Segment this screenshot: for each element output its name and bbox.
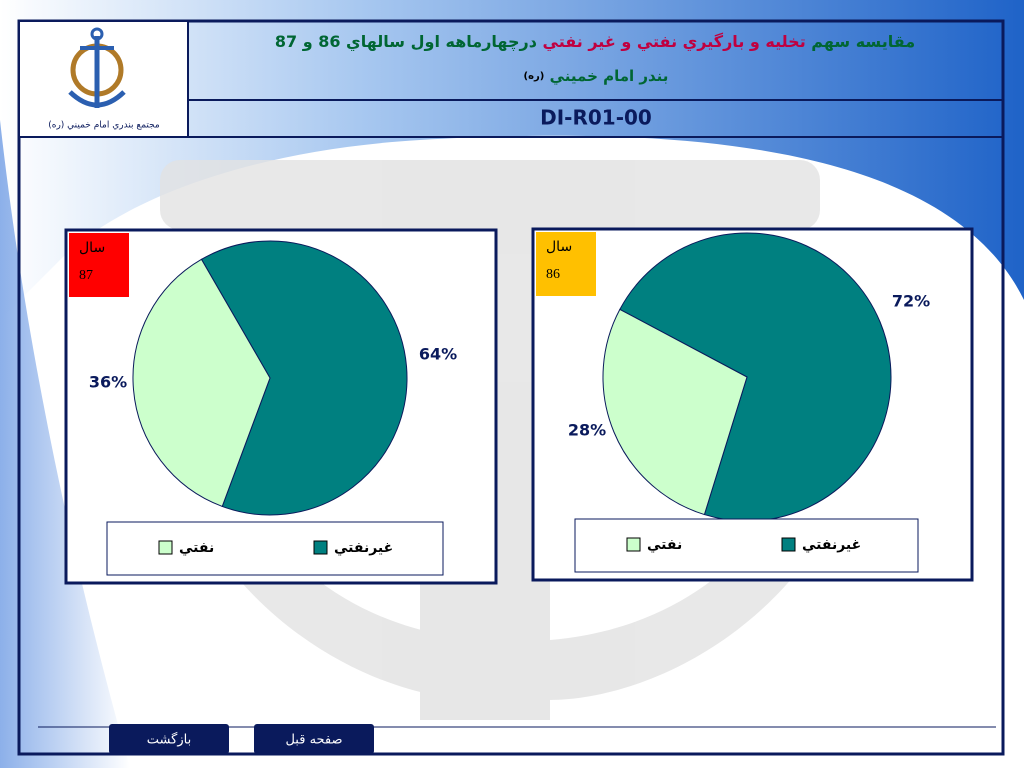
legend-label: نفتي xyxy=(179,540,214,556)
pie-slice xyxy=(132,258,271,508)
swoosh xyxy=(0,0,1024,320)
legend-label: نفتي xyxy=(647,537,682,553)
legend-swatch xyxy=(158,540,173,555)
subtitle-note: (ره) xyxy=(524,71,545,82)
pie-slice xyxy=(602,308,748,516)
subtitle: بندر امام خميني (ره) xyxy=(524,67,669,85)
value-label: 28% xyxy=(568,421,606,440)
year-badge xyxy=(69,233,129,297)
badge-title: سال xyxy=(79,240,105,256)
pie-slice xyxy=(200,240,408,516)
legend-swatch xyxy=(313,540,328,555)
previous-label[interactable]: صفحه قبل xyxy=(285,733,342,748)
subtitle-text: بندر امام خميني xyxy=(550,67,669,85)
legend-label: غيرنفتي xyxy=(802,537,861,553)
badge-year: 86 xyxy=(546,267,560,282)
legend xyxy=(574,518,919,573)
legend-swatch xyxy=(626,537,641,552)
pie-slice xyxy=(619,232,892,522)
back-button[interactable] xyxy=(109,724,229,754)
legend-swatch xyxy=(781,537,796,552)
frame xyxy=(17,19,1005,756)
title: مقایسه سهم تخليه و بارگيري نفتي و غير نف… xyxy=(275,32,915,52)
previous-button[interactable] xyxy=(254,724,374,754)
value-label: 36% xyxy=(89,373,127,392)
title-part: تخليه و بارگيري نفتي و غير نفتي xyxy=(543,32,806,52)
doc-code: DI-R01-00 xyxy=(540,106,652,130)
logo xyxy=(68,27,126,108)
legend-label: غيرنفتي xyxy=(334,540,393,556)
title-part: مقایسه سهم xyxy=(806,32,915,51)
back-label[interactable]: بازگشت xyxy=(147,732,191,748)
logo-cell xyxy=(20,22,187,136)
left-swoosh xyxy=(0,120,130,768)
year-badge xyxy=(536,232,596,296)
value-label: 72% xyxy=(892,292,930,311)
badge-title: سال xyxy=(546,239,572,255)
title-part: درچهارماهه اول سالهاي 86 و 87 xyxy=(275,32,543,52)
badge-year: 87 xyxy=(79,268,93,283)
value-label: 64% xyxy=(419,345,457,364)
logo-caption: مجتمع بندري امام خميني (ره) xyxy=(48,121,160,131)
